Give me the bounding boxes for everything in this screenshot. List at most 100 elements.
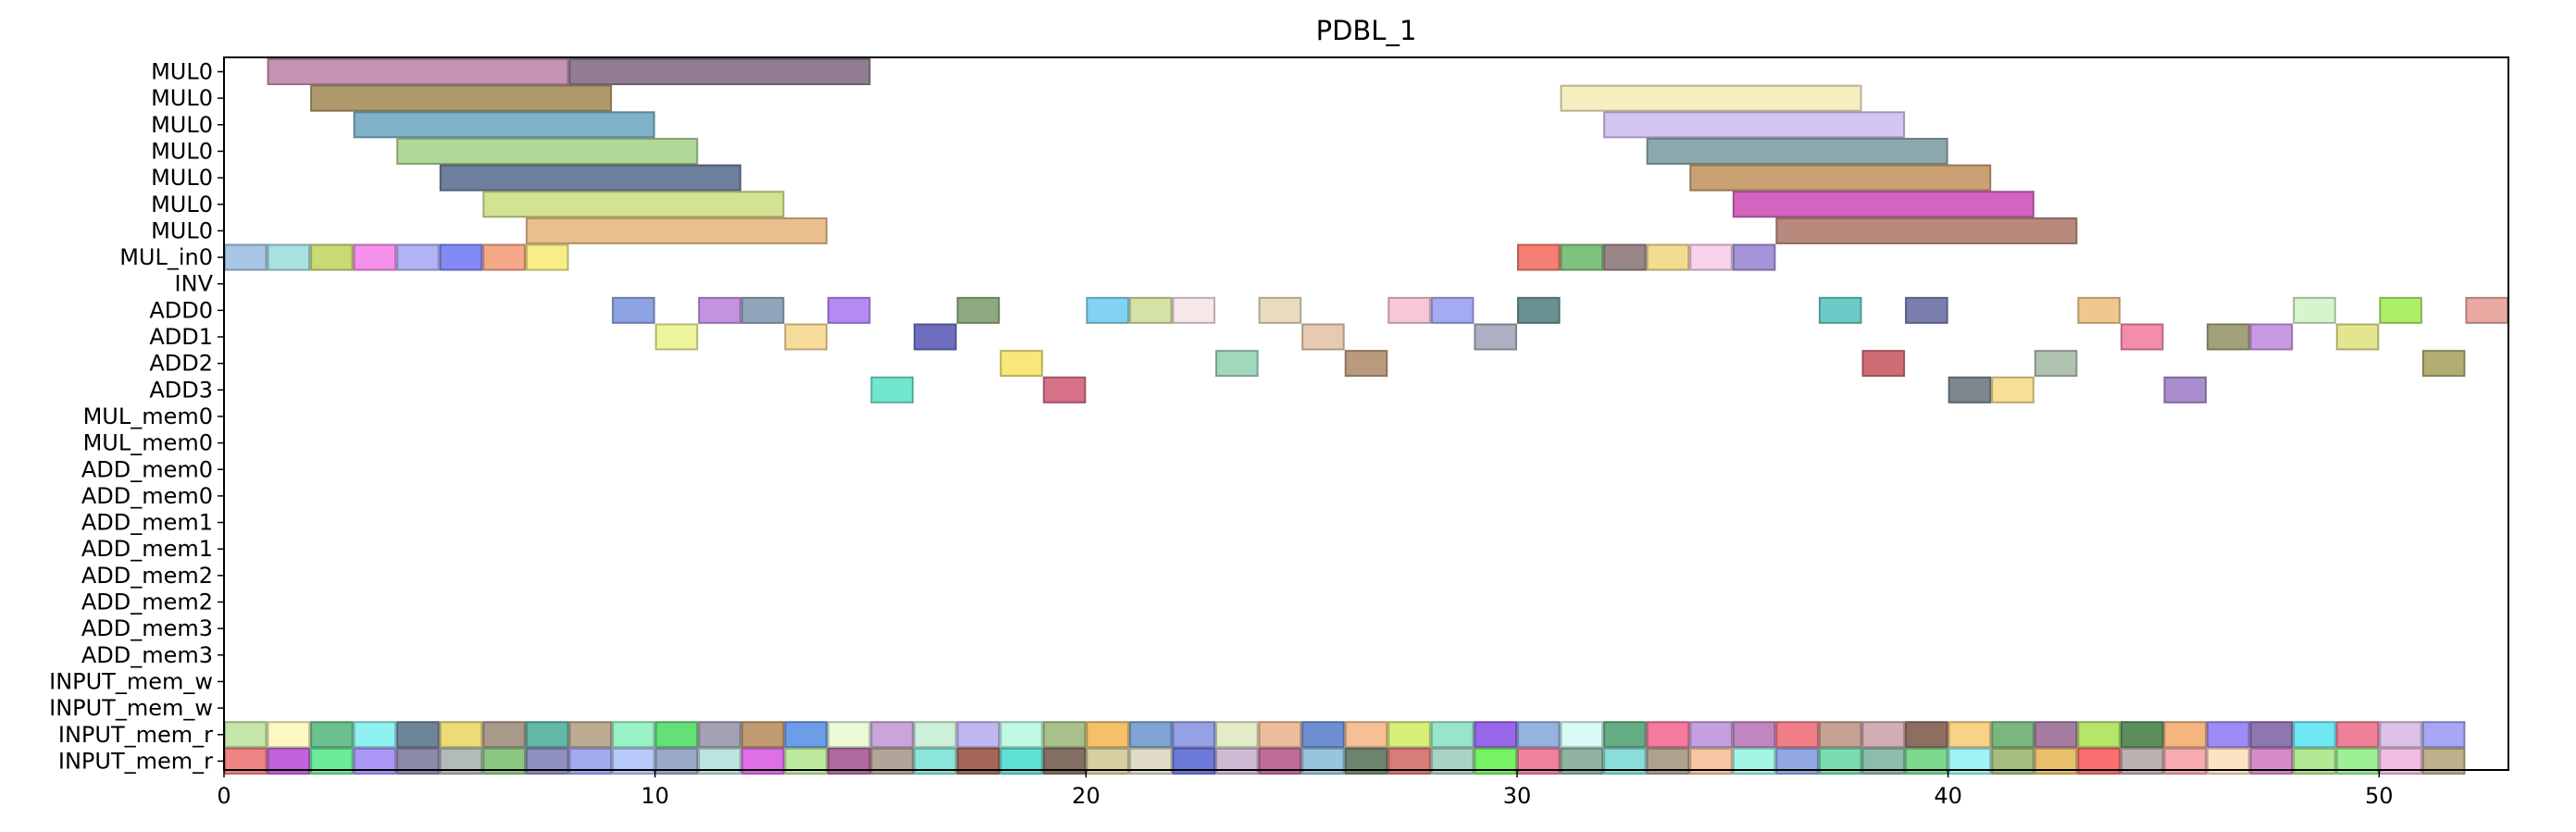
task-bar	[827, 721, 871, 749]
task-bar	[1560, 243, 1604, 271]
task-bar	[1128, 721, 1173, 749]
task-bar	[2465, 296, 2509, 324]
y-tick-label: MUL0	[151, 138, 213, 164]
task-bar	[568, 721, 613, 749]
task-bar	[2249, 721, 2294, 749]
y-tick-label: MUL0	[151, 165, 213, 191]
x-tick-label: 30	[1503, 783, 1532, 809]
task-bar	[1430, 721, 1475, 749]
task-bar	[2034, 350, 2078, 378]
task-bar	[2379, 296, 2422, 324]
chart-title: PDBL_1	[1316, 15, 1417, 46]
task-bar	[740, 296, 785, 324]
task-bar	[1775, 217, 2078, 244]
task-bar	[2163, 721, 2208, 749]
task-bar	[1646, 137, 1948, 165]
task-bar	[2293, 721, 2336, 749]
task-bar	[1603, 721, 1647, 749]
task-bar	[267, 721, 311, 749]
task-bar	[1430, 296, 1475, 324]
task-bar	[914, 721, 957, 749]
y-tick-label: MUL0	[151, 59, 213, 85]
task-bar	[1258, 721, 1302, 749]
task-bar	[1905, 296, 1948, 324]
y-tick-label: MUL0	[151, 192, 213, 217]
plot-frame	[223, 56, 2509, 771]
task-bar	[1646, 721, 1690, 749]
task-bar	[525, 721, 569, 749]
y-tick-label: ADD_mem0	[81, 456, 213, 482]
task-bar	[1516, 243, 1561, 271]
y-tick-label: INPUT_mem_w	[49, 695, 213, 721]
y-tick-label: ADD_mem1	[81, 536, 213, 562]
task-bar	[2379, 721, 2422, 749]
task-bar	[353, 721, 397, 749]
task-bar	[870, 376, 915, 404]
task-bar	[1948, 376, 1992, 404]
task-bar	[1172, 296, 1216, 324]
task-bar	[2207, 721, 2250, 749]
task-bar	[1646, 243, 1690, 271]
task-bar	[1516, 721, 1561, 749]
task-bar	[1388, 721, 1431, 749]
task-bar	[224, 243, 268, 271]
task-bar	[353, 243, 397, 271]
task-bar	[267, 243, 311, 271]
task-bar	[1344, 350, 1388, 378]
task-bar	[1732, 191, 2035, 218]
task-bar	[310, 243, 354, 271]
y-tick-label: MUL0	[151, 85, 213, 111]
task-bar	[439, 721, 483, 749]
task-bar	[1689, 164, 1992, 192]
task-bar	[1301, 721, 1345, 749]
task-bar	[396, 137, 699, 165]
task-bar	[1991, 376, 2035, 404]
y-tick-label: MUL_mem0	[83, 430, 213, 456]
task-bar	[784, 721, 828, 749]
task-bar	[1861, 350, 1906, 378]
task-bar	[1258, 296, 1302, 324]
task-bar	[1818, 721, 1862, 749]
y-tick-label: MUL_mem0	[83, 404, 213, 429]
task-bar	[267, 58, 569, 85]
task-bar	[1905, 721, 1948, 749]
task-bar	[2163, 376, 2208, 404]
y-tick-label: ADD_mem3	[81, 615, 213, 641]
task-bars	[224, 58, 2509, 775]
task-bar	[654, 323, 699, 351]
task-bar	[1732, 243, 1776, 271]
task-bar	[2335, 721, 2380, 749]
task-bar	[698, 721, 741, 749]
task-bar	[1603, 243, 1647, 271]
task-bar	[1689, 721, 1733, 749]
task-bar	[396, 721, 440, 749]
x-tick-label: 40	[1934, 783, 1962, 809]
task-bar	[1215, 350, 1259, 378]
y-tick-label: INV	[175, 271, 214, 297]
y-tick-label: ADD2	[149, 351, 213, 377]
y-tick-label: INPUT_mem_r	[58, 748, 213, 774]
task-bar	[2120, 323, 2164, 351]
task-bar	[1000, 721, 1043, 749]
task-bar	[1301, 323, 1345, 351]
task-bar	[870, 721, 915, 749]
task-bar	[784, 323, 828, 351]
task-bar	[396, 243, 440, 271]
task-bar	[1732, 721, 1776, 749]
y-tick-label: ADD_mem2	[81, 563, 213, 589]
task-bar	[2421, 350, 2466, 378]
task-bar	[1516, 296, 1561, 324]
task-bar	[1000, 350, 1043, 378]
task-bar	[2077, 721, 2121, 749]
x-tick-label: 10	[641, 783, 669, 809]
task-bar	[1818, 296, 1862, 324]
task-bar	[1474, 721, 1517, 749]
task-bar	[1861, 721, 1906, 749]
task-bar	[1948, 721, 1992, 749]
task-bar	[525, 243, 569, 271]
task-bar	[1086, 721, 1129, 749]
task-bar	[956, 721, 1001, 749]
y-tick-label: ADD_mem3	[81, 642, 213, 668]
task-bar	[568, 58, 871, 85]
